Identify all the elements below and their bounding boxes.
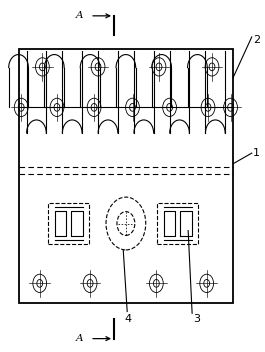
Text: A: A <box>76 334 83 343</box>
Text: 3: 3 <box>193 314 200 323</box>
Text: 4: 4 <box>125 314 132 323</box>
Text: A: A <box>76 11 83 20</box>
Text: 1: 1 <box>253 148 260 158</box>
Text: 2: 2 <box>253 36 260 45</box>
